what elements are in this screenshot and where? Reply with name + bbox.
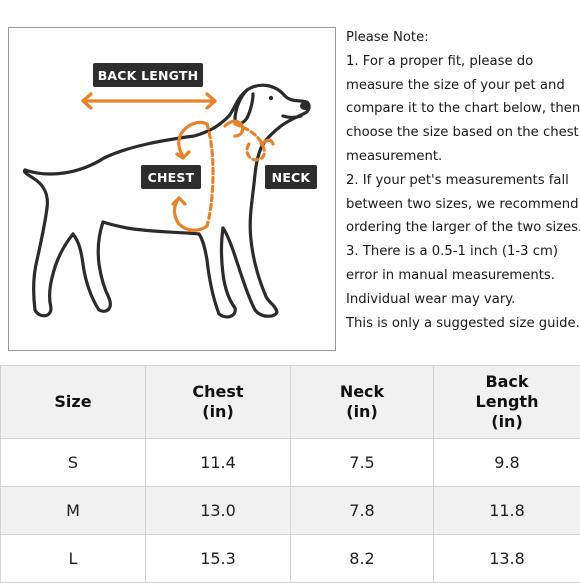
table-row: M 13.0 7.8 11.8 [1, 487, 580, 535]
cell-size: L [1, 535, 146, 583]
back-length-label: BACK LENGTH [93, 63, 203, 87]
note-line: ordering the larger of the two sizes. [346, 216, 580, 240]
cell-back-length: 13.8 [434, 535, 580, 583]
cell-size: M [1, 487, 146, 535]
cell-chest: 11.4 [146, 439, 291, 487]
cell-chest: 15.3 [146, 535, 291, 583]
note-line: 2. If your pet's measurements fall [346, 169, 580, 193]
header-size: Size [1, 366, 146, 439]
note-line: compare it to the chart below, then [346, 97, 580, 121]
table-header-row: Size Chest (in) Neck (in) Back Length (i… [1, 366, 580, 439]
header-neck: Neck (in) [291, 366, 434, 439]
note-line: Please Note: [346, 26, 580, 50]
note-line: between two sizes, we recommend [346, 193, 580, 217]
cell-back-length: 9.8 [434, 439, 580, 487]
cell-size: S [1, 439, 146, 487]
cell-chest: 13.0 [146, 487, 291, 535]
cell-neck: 7.5 [291, 439, 434, 487]
note-line: error in manual measurements. [346, 264, 580, 288]
note-line: measure the size of your pet and [346, 74, 580, 98]
note-line: Individual wear may vary. [346, 288, 580, 312]
table-row: L 15.3 8.2 13.8 [1, 535, 580, 583]
note-line: choose the size based on the chest [346, 121, 580, 145]
header-back-length: Back Length (in) [434, 366, 580, 439]
please-note-text: Please Note: 1. For a proper fit, please… [346, 26, 580, 335]
note-line: 3. There is a 0.5-1 inch (1-3 cm) [346, 240, 580, 264]
note-line: 1. For a proper fit, please do [346, 50, 580, 74]
neck-label: NECK [265, 165, 317, 189]
chest-label: CHEST [141, 165, 201, 189]
cell-neck: 7.8 [291, 487, 434, 535]
table-row: S 11.4 7.5 9.8 [1, 439, 580, 487]
size-chart-table: Size Chest (in) Neck (in) Back Length (i… [0, 365, 580, 583]
header-chest: Chest (in) [146, 366, 291, 439]
note-line: This is only a suggested size guide. [346, 312, 580, 336]
cell-back-length: 11.8 [434, 487, 580, 535]
note-line: measurement. [346, 145, 580, 169]
cell-neck: 8.2 [291, 535, 434, 583]
dog-measurement-diagram: BACK LENGTH CHEST NECK [8, 27, 336, 351]
